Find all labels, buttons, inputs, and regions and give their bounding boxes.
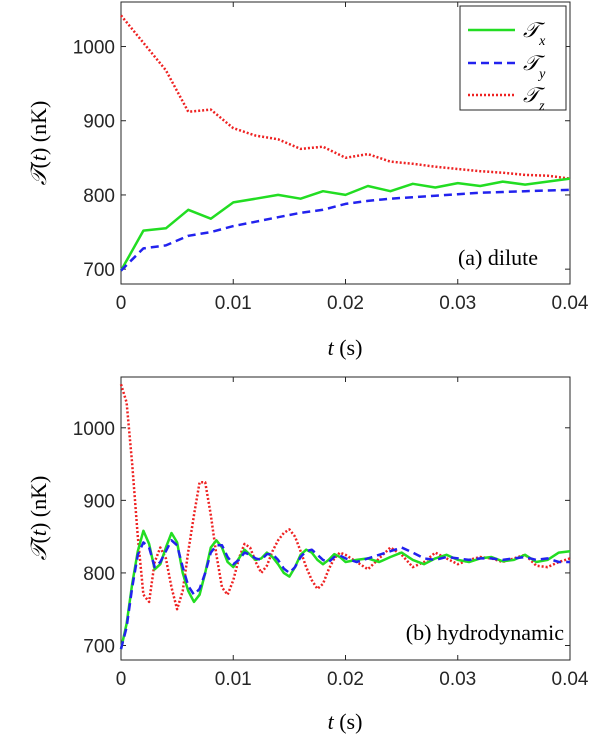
x-tick-label: 0.01: [215, 669, 252, 690]
series-line-ty: [119, 539, 570, 650]
x-tick-label: 0: [116, 293, 127, 314]
x-tick-label: 0.03: [439, 293, 476, 314]
y-tick-label: 900: [83, 112, 115, 133]
x-axis-ticks-a: 0 0.01 0.02 0.03 0.04: [116, 2, 589, 314]
series-line-tz: [120, 14, 571, 180]
x-axis-label-b: t (s): [328, 709, 363, 734]
x-tick-label: 0.02: [327, 293, 364, 314]
series-line-tx: [119, 529, 571, 650]
x-axis-label-a: t (s): [328, 335, 363, 360]
y-tick-label: 1000: [73, 419, 115, 440]
x-axis-ticks-b: 0 0.01 0.02 0.03 0.04: [116, 377, 589, 690]
y-axis-label-a: 𝒯(t) (nK): [26, 101, 52, 186]
plot-area-b: [120, 376, 571, 661]
y-tick-label: 700: [83, 260, 115, 281]
x-tick-label: 0.01: [215, 293, 252, 314]
y-tick-label: 900: [83, 491, 115, 512]
y-tick-label: 700: [83, 636, 115, 657]
panel-a: 0 0.01 0.02 0.03 0.04 700 800 900 1000 (a) dilu…: [26, 1, 589, 360]
series-line-tx: [119, 177, 571, 272]
x-tick-label: 0.04: [552, 293, 589, 314]
series-line-tz: [119, 383, 571, 611]
series-line-ty: [120, 188, 571, 272]
series-lines-b: [119, 383, 571, 650]
y-tick-label: 800: [83, 186, 115, 207]
x-tick-label: 0: [116, 669, 127, 690]
y-tick-label: 1000: [73, 38, 115, 59]
panel-b: 0 0.01 0.02 0.03 0.04 700 800 900 1000 (b) hydr…: [26, 376, 589, 734]
y-tick-label: 800: [83, 564, 115, 585]
panel-annotation-a: (a) dilute: [458, 245, 538, 270]
y-axis-label-b: 𝒯(t) (nK): [26, 476, 52, 561]
x-tick-label: 0.02: [327, 669, 364, 690]
y-axis-ticks-b: 700 800 900 1000: [73, 419, 570, 657]
panel-annotation-b: (b) hydrodynamic: [406, 620, 564, 645]
x-tick-label: 0.04: [552, 669, 589, 690]
legend: 𝒯x 𝒯y 𝒯z: [459, 5, 567, 114]
x-tick-label: 0.03: [439, 669, 476, 690]
series-lines-a: [119, 14, 571, 272]
y-axis-ticks-a: 700 800 900 1000: [73, 38, 570, 281]
legend-box: [459, 5, 567, 111]
